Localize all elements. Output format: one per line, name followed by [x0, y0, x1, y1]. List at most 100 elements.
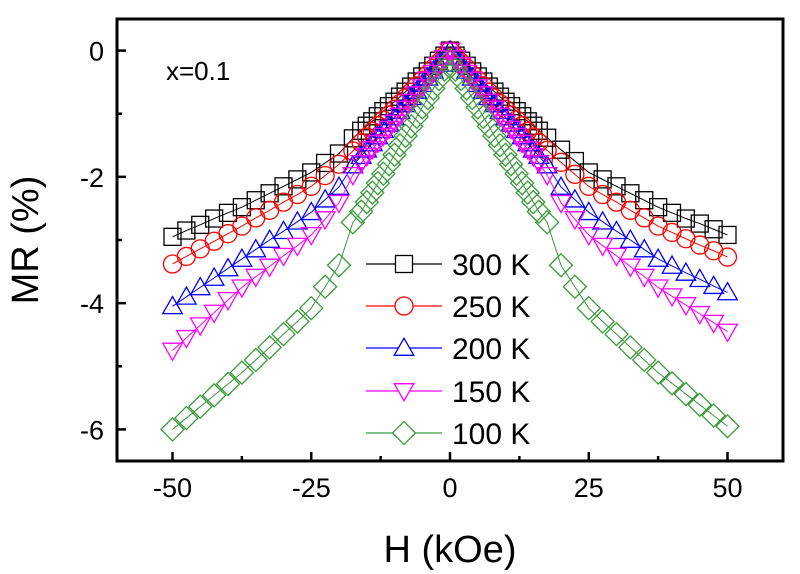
legend-marker: [393, 383, 415, 403]
data-point: [376, 151, 402, 177]
data-point: [688, 268, 711, 288]
data-point: [645, 360, 671, 385]
data-point: [244, 268, 267, 288]
series-100k: [160, 47, 740, 442]
x-axis: -50 -25 0 25 50: [153, 452, 743, 503]
data-point: [565, 151, 585, 171]
data-point: [605, 247, 628, 267]
data-point: [348, 199, 374, 224]
data-point: [687, 392, 713, 418]
data-point: [161, 342, 184, 362]
data-point: [605, 220, 628, 240]
data-point: [563, 188, 586, 208]
legend-label: 200 K: [452, 333, 530, 366]
annotation-composition: x=0.1: [166, 56, 230, 86]
data-point: [690, 235, 710, 255]
data-point: [229, 360, 255, 385]
data-point: [326, 252, 352, 278]
data-point: [466, 79, 489, 99]
data-point: [230, 247, 253, 267]
data-point: [341, 166, 364, 187]
y-tick-label: -2: [80, 163, 104, 193]
data-point: [551, 152, 571, 172]
data-point: [450, 57, 472, 77]
data-point: [203, 266, 226, 286]
data-point: [217, 292, 239, 312]
data-point: [354, 189, 380, 215]
data-point: [701, 403, 727, 428]
data-point: [416, 66, 439, 86]
data-point: [432, 57, 457, 82]
data-point: [548, 252, 574, 278]
data-point: [459, 85, 485, 111]
data-point: [204, 209, 224, 228]
data-point: [633, 268, 656, 288]
legend-item: 200 K: [366, 333, 530, 366]
data-point: [673, 381, 699, 407]
data-point: [437, 47, 463, 73]
data-point: [579, 163, 598, 182]
series-line: [172, 59, 728, 430]
data-point: [454, 76, 480, 101]
data-point: [619, 258, 642, 278]
legend-label: 250 K: [452, 291, 530, 324]
y-axis-title: MR (%): [5, 176, 47, 305]
data-point: [504, 161, 529, 187]
x-tick-label: -50: [153, 473, 192, 503]
data-point: [329, 144, 349, 163]
data-point: [704, 220, 723, 239]
data-point: [359, 180, 385, 206]
data-point: [716, 281, 739, 301]
data-point: [232, 198, 252, 217]
data-point: [550, 175, 572, 195]
data-point: [218, 203, 238, 222]
data-point: [340, 209, 366, 235]
data-point: [494, 114, 517, 134]
data-point: [175, 285, 198, 305]
data-point: [648, 198, 668, 217]
data-point: [173, 405, 199, 431]
data-point: [500, 120, 522, 140]
data-point: [272, 220, 295, 240]
x-tick-label: 50: [712, 473, 742, 503]
data-point: [633, 238, 656, 258]
data-point: [509, 170, 535, 196]
x-axis-title: H (kOe): [384, 529, 517, 571]
data-point: [536, 154, 559, 174]
data-point: [286, 210, 309, 230]
data-point: [426, 66, 452, 92]
data-point: [203, 304, 226, 324]
data-point: [284, 309, 310, 334]
data-point: [272, 247, 295, 267]
data-point: [551, 140, 571, 159]
legend-item: 150 K: [366, 376, 530, 409]
data-point: [676, 209, 696, 228]
data-point: [382, 142, 407, 168]
legend-item: 300 K: [366, 249, 530, 282]
data-point: [341, 154, 364, 174]
data-point: [189, 317, 212, 337]
data-point: [351, 133, 371, 153]
legend-marker: [393, 336, 415, 356]
data-point: [258, 258, 281, 278]
data-point: [187, 394, 213, 420]
legend-label: 100 K: [452, 418, 530, 451]
data-point: [631, 347, 657, 373]
data-point: [230, 279, 253, 299]
y-tick-label: 0: [89, 37, 104, 67]
data-point: [498, 151, 524, 177]
data-point: [717, 247, 738, 267]
data-point: [524, 116, 543, 135]
legend-item: 100 K: [366, 418, 530, 451]
y-axis: 0 -2 -4 -6: [80, 37, 126, 445]
data-point: [676, 229, 696, 249]
data-point: [312, 274, 338, 300]
legend-label: 150 K: [452, 376, 530, 409]
legend-marker: [391, 420, 417, 446]
data-point: [648, 216, 668, 236]
data-point: [298, 295, 324, 321]
data-point: [520, 189, 546, 215]
data-point: [387, 132, 413, 158]
x-tick-label: -25: [292, 473, 331, 503]
data-point: [476, 113, 502, 139]
